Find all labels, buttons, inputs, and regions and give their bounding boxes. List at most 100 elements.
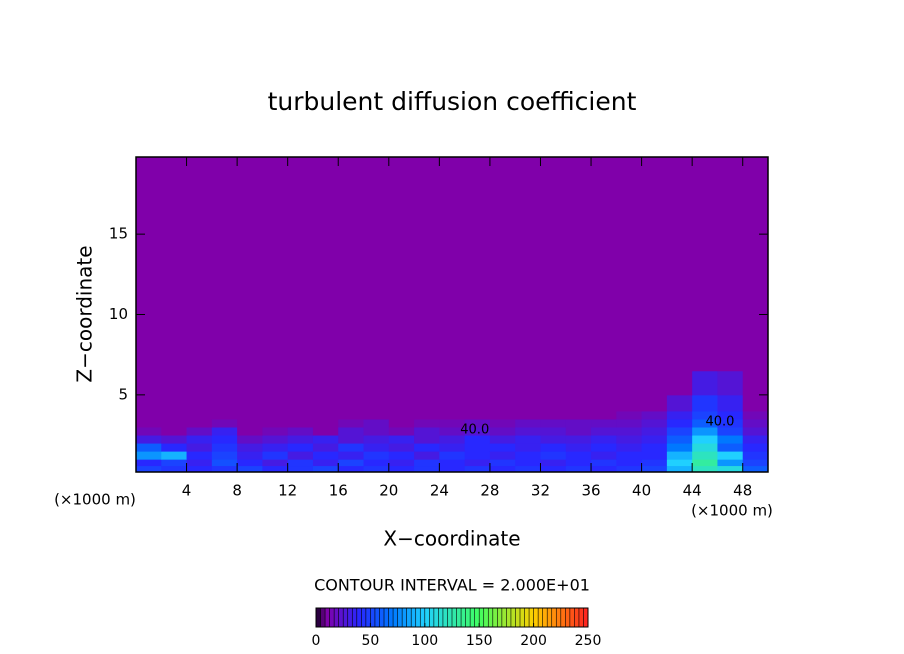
field-cell: [540, 435, 567, 444]
field-cell: [312, 394, 339, 412]
field-cell: [616, 370, 643, 396]
field-cell: [312, 370, 339, 396]
field-cell: [312, 157, 339, 372]
field-cell: [616, 410, 643, 420]
field-cell: [186, 370, 213, 396]
field-cell: [641, 370, 668, 396]
field-cell: [211, 435, 238, 444]
field-cell: [136, 465, 162, 473]
field-cell: [666, 427, 693, 436]
field-cell: [439, 459, 466, 467]
field-cell: [161, 435, 188, 444]
field-cell: [287, 410, 314, 420]
colorbar-swatch: [438, 608, 444, 627]
field-cell: [287, 451, 314, 460]
colorbar-tick-label: 100: [411, 633, 438, 649]
colorbar-swatch: [538, 608, 543, 627]
colorbar-swatch: [560, 608, 566, 627]
field-cell: [414, 443, 440, 452]
field-cell: [414, 394, 440, 412]
field-cell: [489, 157, 516, 372]
field-cell: [287, 370, 314, 396]
field-cell: [388, 465, 415, 473]
field-cell: [186, 451, 213, 460]
field-cell: [237, 427, 263, 436]
field-cell: [515, 410, 541, 420]
field-cell: [136, 394, 162, 412]
field-cell: [464, 443, 491, 452]
colorbar-tick-label: 250: [575, 633, 602, 649]
colorbar-swatch: [520, 608, 525, 627]
field-cell: [489, 435, 516, 444]
field-cell: [186, 394, 213, 412]
field-cell: [388, 370, 415, 396]
field-cell: [666, 451, 693, 460]
field-cell: [742, 157, 769, 372]
colorbar-swatch: [361, 608, 367, 627]
field-cell: [565, 465, 592, 473]
field-cell: [742, 435, 769, 444]
field-cell: [717, 370, 744, 396]
field-cell: [237, 370, 263, 396]
field-cell: [565, 410, 592, 420]
field-cell: [136, 459, 162, 467]
field-cell: [363, 418, 390, 428]
field-cell: [565, 394, 592, 412]
field-cell: [237, 157, 263, 372]
field-cell: [262, 157, 289, 372]
field-cell: [591, 370, 617, 396]
field-cell: [161, 465, 188, 473]
field-cell: [641, 459, 668, 467]
field-cell: [287, 157, 314, 372]
field-cell: [641, 394, 668, 412]
field-cell: [211, 451, 238, 460]
chart-title: turbulent diffusion coefficient: [268, 87, 637, 116]
field-cell: [591, 394, 617, 412]
colorbar-swatch: [424, 608, 430, 627]
field-cell: [211, 465, 238, 473]
colorbar-swatch: [442, 608, 448, 627]
field-cell: [388, 427, 415, 436]
field-cell: [186, 427, 213, 436]
y-axis-label: Z−coordinate: [73, 245, 97, 382]
field-cell: [591, 157, 617, 372]
field-cell: [136, 435, 162, 444]
field-cell: [439, 443, 466, 452]
contour-label: 40.0: [460, 423, 489, 438]
field-cell: [591, 418, 617, 428]
field-cell: [237, 465, 263, 473]
field-cell: [692, 443, 718, 452]
field-cell: [540, 157, 567, 372]
field-cell: [717, 465, 744, 473]
field-cell: [515, 443, 541, 452]
field-cell: [338, 418, 365, 428]
field-cell: [237, 394, 263, 412]
field-cell: [742, 418, 769, 428]
colorbar-swatch: [397, 608, 403, 627]
field-cell: [388, 451, 415, 460]
colorbar-swatch: [316, 608, 321, 627]
field-cell: [666, 370, 693, 396]
colorbar-swatch: [542, 608, 548, 627]
field-cell: [565, 459, 592, 467]
field-cell: [717, 157, 744, 372]
field-cell: [312, 410, 339, 420]
colorbar-swatch: [420, 608, 426, 627]
field-cell: [616, 465, 643, 473]
field-cell: [439, 451, 466, 460]
field-cell: [363, 459, 390, 467]
field-cell: [338, 451, 365, 460]
field-cell: [591, 451, 617, 460]
field-cell: [439, 157, 466, 372]
x-tick-label: 48: [733, 482, 752, 500]
field-cell: [616, 451, 643, 460]
field-cell: [414, 435, 440, 444]
field-cell: [515, 451, 541, 460]
field-cell: [666, 443, 693, 452]
field-cell: [692, 157, 718, 372]
colorbar-swatch: [565, 608, 571, 627]
field-cell: [161, 459, 188, 467]
field-cell: [161, 451, 188, 460]
field-cell: [742, 443, 769, 452]
field-cell: [540, 465, 567, 473]
